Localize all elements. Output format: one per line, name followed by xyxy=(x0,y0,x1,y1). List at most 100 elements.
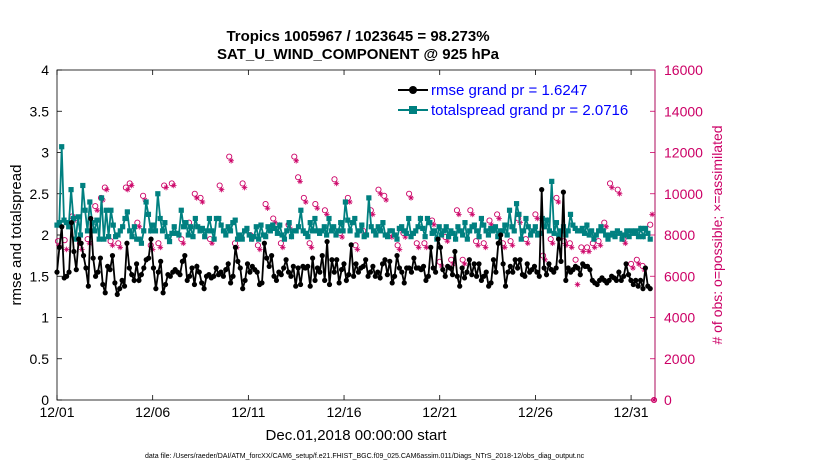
right-tick-label: 2000 xyxy=(664,351,695,367)
rmse-point xyxy=(563,277,569,283)
rmse-point xyxy=(334,257,340,263)
rmse-point xyxy=(319,253,325,259)
rmse-point xyxy=(196,269,202,275)
totalspread-point xyxy=(272,225,278,231)
totalspread-point xyxy=(150,222,156,228)
left-tick-label: 1.5 xyxy=(30,268,50,284)
totalspread-point xyxy=(145,211,152,217)
y-axis-label-right: # of obs: o=possible; ×=assimilated xyxy=(709,125,725,344)
totalspread-point xyxy=(324,232,330,238)
totalspread-point xyxy=(356,228,363,234)
rmse-point xyxy=(437,244,444,250)
obs-assimilated-point xyxy=(444,238,451,244)
obs-assimilated-point xyxy=(218,186,225,193)
totalspread-point xyxy=(232,217,238,223)
data-file-footnote: data file: /Users/raeder/DAI/ATM_forcXX/… xyxy=(145,453,585,460)
totalspread-point xyxy=(640,234,646,240)
rmse-point xyxy=(184,277,190,283)
totalspread-point xyxy=(331,224,337,230)
rmse-point xyxy=(155,269,161,275)
rmse-point xyxy=(338,267,345,273)
rmse-point xyxy=(367,269,374,275)
obs-assimilated-point xyxy=(591,244,598,251)
totalspread-point xyxy=(66,224,72,230)
obs-assimilated-point xyxy=(136,223,143,230)
totalspread-point xyxy=(474,228,480,234)
rmse-point xyxy=(95,269,101,275)
totalspread-point xyxy=(495,234,501,240)
totalspread-point xyxy=(68,187,74,193)
rmse-point xyxy=(307,283,313,289)
obs-assimilated-point xyxy=(509,242,516,249)
totalspread-point xyxy=(570,222,576,228)
totalspread-point xyxy=(492,224,499,230)
legend-box xyxy=(397,80,643,124)
rmse-point xyxy=(633,277,639,283)
obs-possible-point xyxy=(122,184,129,191)
totalspread-point xyxy=(544,217,550,223)
rmse-point xyxy=(452,248,458,255)
rmse-point xyxy=(541,265,547,271)
totalspread-point xyxy=(239,236,245,242)
rmse-point xyxy=(179,258,185,264)
totalspread-point xyxy=(485,232,492,238)
totalspread-point xyxy=(166,239,173,245)
left-axis-ticks: 0 0.5 1 1.5 2 2.5 3 3.5 4 xyxy=(30,62,62,408)
totalspread-point xyxy=(635,234,642,240)
obs-assimilated-point xyxy=(469,211,476,218)
obs-assimilated-point xyxy=(94,207,100,214)
totalspread-point xyxy=(108,207,114,213)
totalspread-point xyxy=(354,232,360,238)
totalspread-point xyxy=(298,207,304,213)
rmse-point xyxy=(133,261,140,267)
totalspread-point xyxy=(624,228,630,234)
left-tick-label: 2.5 xyxy=(30,186,50,202)
totalspread-point xyxy=(605,236,611,242)
rmse-point xyxy=(326,281,333,288)
totalspread-point xyxy=(511,228,517,234)
totalspread-point xyxy=(129,234,135,240)
rmse-point xyxy=(454,273,460,279)
totalspread-point xyxy=(309,228,316,234)
x-tick-label: 12/11 xyxy=(231,404,265,420)
obs-assimilated-point xyxy=(117,244,123,251)
rmse-point xyxy=(322,277,328,283)
totalspread-point xyxy=(443,224,449,230)
rmse-point xyxy=(187,273,193,279)
rmse-point xyxy=(459,265,465,271)
rmse-point xyxy=(539,187,545,193)
rmse-point xyxy=(625,272,632,278)
totalspread-point xyxy=(612,234,618,240)
rmse-point xyxy=(399,269,405,275)
totalspread-point xyxy=(445,234,452,240)
totalspread-point xyxy=(82,207,88,213)
totalspread-point xyxy=(626,234,632,240)
rmse-point xyxy=(124,240,130,246)
rmse-point xyxy=(606,277,612,283)
totalspread-point xyxy=(253,224,259,230)
rmse-point xyxy=(92,273,99,279)
totalspread-point xyxy=(502,222,508,228)
obs-assimilated-point xyxy=(302,199,309,205)
totalspread-point xyxy=(199,225,205,231)
rmse-point xyxy=(237,265,243,271)
totalspread-point xyxy=(471,222,477,228)
totalspread-point xyxy=(185,232,191,238)
rmse-point xyxy=(76,236,82,242)
totalspread-point xyxy=(563,232,569,238)
left-tick-label: 0.5 xyxy=(30,351,50,367)
obs-assimilated-point xyxy=(354,246,361,253)
rmse-point xyxy=(514,265,521,271)
totalspread-point xyxy=(148,228,154,234)
totalspread-point xyxy=(347,228,353,234)
totalspread-point xyxy=(621,232,628,238)
totalspread-point xyxy=(546,228,552,234)
totalspread-point xyxy=(457,228,463,234)
totalspread-point xyxy=(223,232,229,238)
totalspread-point xyxy=(321,224,327,230)
totalspread-point xyxy=(89,220,95,226)
rmse-point xyxy=(97,255,104,261)
x-tick-label: 12/16 xyxy=(327,404,362,420)
totalspread-point xyxy=(328,228,334,234)
totalspread-point xyxy=(558,228,564,234)
